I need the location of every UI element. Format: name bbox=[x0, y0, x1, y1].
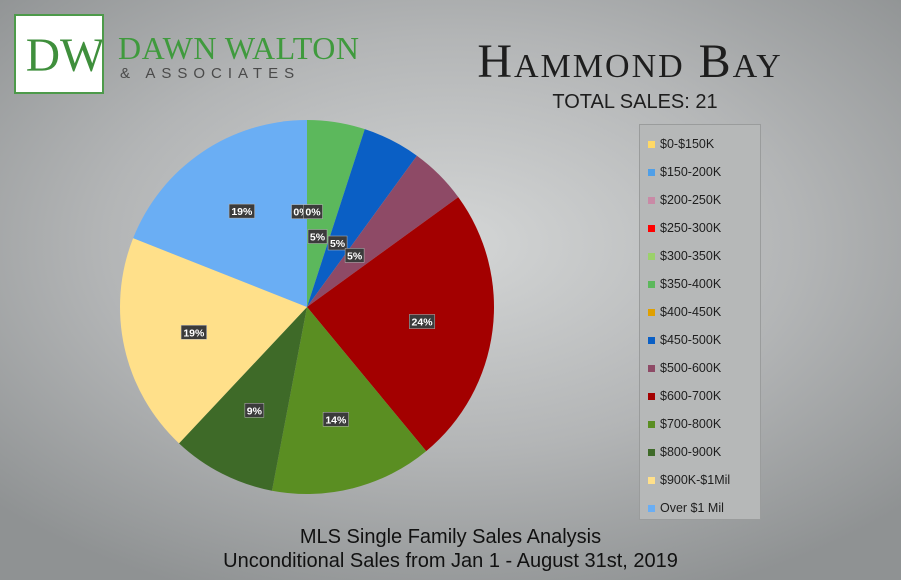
slice-label-box bbox=[327, 235, 348, 251]
legend-label: $400-450K bbox=[660, 305, 722, 319]
slice-label-box bbox=[344, 248, 365, 263]
legend-item-8: $500-600K bbox=[640, 354, 760, 382]
legend-label: $250-300K bbox=[660, 221, 722, 235]
pie-slice-8 bbox=[307, 155, 459, 307]
legend-swatch bbox=[648, 392, 655, 400]
legend-swatch bbox=[648, 252, 655, 260]
legend-swatch bbox=[648, 448, 655, 456]
pie-slice-5 bbox=[307, 120, 365, 307]
slice-label-box bbox=[228, 203, 255, 219]
pie-slice-12 bbox=[119, 238, 307, 444]
legend-item-2: $200-250K bbox=[640, 186, 760, 214]
legend-swatch bbox=[648, 280, 655, 288]
footer-line-1: MLS Single Family Sales Analysis bbox=[299, 526, 602, 548]
dw-monogram-icon: DW bbox=[26, 30, 102, 82]
legend-swatch bbox=[648, 224, 655, 232]
slice-label-13: 19% bbox=[228, 203, 255, 219]
legend-swatch bbox=[648, 364, 655, 372]
legend-swatch bbox=[648, 420, 655, 428]
total-sales: TOTAL SALES: 21 bbox=[552, 91, 718, 113]
pie-slice-7 bbox=[307, 129, 417, 307]
legend-label: Over $1 Mil bbox=[660, 501, 724, 515]
slice-label-box bbox=[244, 403, 265, 418]
slice-label-12: 19% bbox=[180, 325, 207, 340]
slice-label-box bbox=[180, 325, 207, 340]
legend-label: $900K-$1Mil bbox=[660, 473, 731, 487]
legend-item-13: Over $1 Mil bbox=[640, 494, 760, 522]
pie-slice-10 bbox=[271, 307, 427, 494]
legend-item-7: $450-500K bbox=[640, 326, 760, 354]
legend-swatch bbox=[648, 140, 655, 148]
slice-label-6: 0% bbox=[303, 204, 323, 219]
legend-swatch bbox=[648, 308, 655, 316]
legend-item-4: $300-350K bbox=[640, 242, 760, 270]
legend-label: $500-600K bbox=[660, 361, 722, 375]
slice-label-8: 5% bbox=[344, 248, 365, 263]
legend-label: $600-700K bbox=[660, 389, 722, 403]
slice-label-box bbox=[303, 204, 323, 219]
legend-item-5: $350-400K bbox=[640, 270, 760, 298]
legend-label: $0-$150K bbox=[660, 137, 715, 151]
legend-swatch bbox=[648, 168, 655, 176]
slice-label-box bbox=[322, 412, 349, 427]
slice-label-9: 24% bbox=[409, 314, 436, 329]
legend-swatch bbox=[648, 336, 655, 344]
slice-label-text: 24% bbox=[412, 317, 434, 329]
legend-item-0: $0-$150K bbox=[640, 130, 760, 158]
pie-slice-13 bbox=[133, 120, 307, 307]
legend-label: $300-350K bbox=[660, 249, 722, 263]
legend-label: $200-250K bbox=[660, 193, 722, 207]
slice-label-text: 5% bbox=[330, 238, 346, 250]
slice-label-5: 5% bbox=[307, 229, 328, 244]
legend-item-12: $900K-$1Mil bbox=[640, 466, 760, 494]
slice-label-box bbox=[409, 314, 436, 329]
slice-label-text: 5% bbox=[347, 250, 363, 262]
slice-label-box bbox=[307, 229, 328, 244]
slice-label-7: 5% bbox=[327, 235, 348, 251]
legend-item-1: $150-200K bbox=[640, 158, 760, 186]
pie-slice-9 bbox=[307, 197, 494, 452]
legend-label: $150-200K bbox=[660, 165, 722, 179]
pie-slice-11 bbox=[178, 307, 307, 491]
brand-tagline: & ASSOCIATES bbox=[120, 65, 301, 82]
footer-line-2: Unconditional Sales from Jan 1 - August … bbox=[223, 550, 678, 572]
slice-label-text: 5% bbox=[310, 232, 326, 244]
legend-label: $700-800K bbox=[660, 417, 722, 431]
legend-label: $450-500K bbox=[660, 333, 722, 347]
legend-item-6: $400-450K bbox=[640, 298, 760, 326]
slice-label-11: 9% bbox=[244, 403, 265, 418]
slice-label-text: 0% bbox=[305, 207, 321, 219]
brand-name: DAWN WALTON bbox=[118, 30, 360, 66]
legend-label: $350-400K bbox=[660, 277, 722, 291]
chart-legend: $0-$150K $150-200K $200-250K $250-300K $300-… bbox=[639, 124, 761, 520]
slice-label-text: 19% bbox=[231, 206, 253, 218]
legend-swatch bbox=[648, 504, 655, 512]
legend-label: $800-900K bbox=[660, 445, 722, 459]
slice-label-text: 9% bbox=[247, 405, 263, 417]
legend-swatch bbox=[648, 196, 655, 204]
legend-item-10: $700-800K bbox=[640, 410, 760, 438]
legend-item-9: $600-700K bbox=[640, 382, 760, 410]
company-logo: DW bbox=[14, 14, 104, 94]
slice-label-text: 19% bbox=[183, 327, 205, 339]
legend-item-3: $250-300K bbox=[640, 214, 760, 242]
logo-monogram: DW bbox=[26, 30, 102, 82]
page-title: Hammond Bay bbox=[477, 35, 783, 88]
legend-item-11: $800-900K bbox=[640, 438, 760, 466]
slice-label-10: 14% bbox=[322, 412, 349, 427]
slice-label-text: 14% bbox=[325, 414, 347, 426]
legend-swatch bbox=[648, 476, 655, 484]
